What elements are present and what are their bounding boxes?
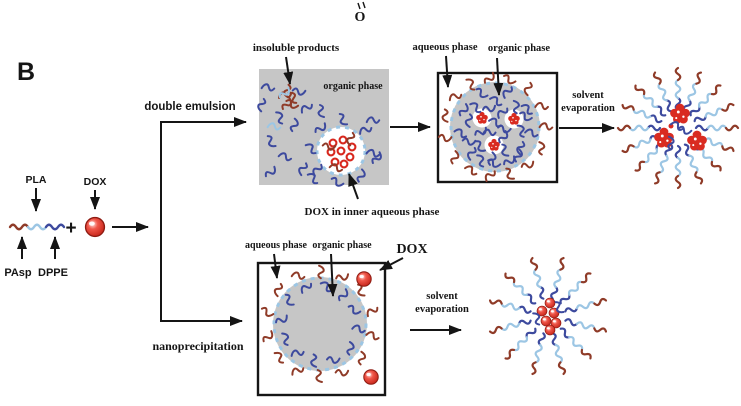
oxygen-atom-label: O	[355, 10, 366, 25]
dox-label-bottom: DOX	[396, 242, 427, 257]
organic-phase-pointer	[493, 57, 504, 96]
insoluble-products-label: insoluble products	[253, 42, 340, 54]
corona-chains	[488, 256, 608, 376]
double-bond-mark	[357, 2, 361, 10]
pasp-label: PAsp	[4, 267, 32, 279]
solvent-evaporation-bottom: solvent evaporation	[410, 291, 469, 335]
dox-pointer	[379, 257, 404, 271]
singlecore-nanoparticle	[488, 256, 608, 376]
chain-decor	[674, 144, 682, 190]
solvent-evaporation-top: solvent evaporation	[559, 90, 615, 133]
dox-inner-aqueous-label: DOX in inner aqueous phase	[305, 206, 440, 218]
chain-decor	[563, 297, 608, 315]
dox-core	[687, 131, 707, 151]
chain-decor	[563, 317, 608, 335]
inner-core	[474, 128, 511, 167]
aqueous-phase-box	[436, 71, 559, 184]
organic-phase-pointer	[327, 253, 338, 297]
chain-decor	[529, 331, 547, 376]
multicore-nanoparticle	[616, 66, 740, 190]
aqueous-phase-label-bottom: aqueous phase	[245, 240, 308, 251]
inner-core	[495, 99, 533, 139]
solvent-evaporation-line1: solvent	[572, 90, 604, 101]
double-bond-mark	[362, 1, 366, 9]
chain-decor	[549, 256, 567, 301]
solvent-evaporation-line1: solvent	[426, 291, 458, 302]
aqueous-phase-label-top: aqueous phase	[412, 42, 477, 53]
insoluble-products-pointer	[283, 56, 294, 85]
organic-phase-label: organic phase	[323, 81, 383, 92]
emulsion-organic-phase-box: organic phase	[255, 69, 389, 189]
chem-fragment: O	[355, 1, 366, 25]
chain-decor	[558, 326, 594, 362]
organic-phase-label-bottom: organic phase	[312, 240, 372, 251]
nanoprecipitation-box	[256, 261, 387, 397]
chain-decor	[694, 124, 740, 132]
dox-sphere	[84, 216, 106, 238]
inner-core	[463, 100, 503, 138]
dox-sphere	[363, 369, 379, 385]
dppe-label: DPPE	[38, 267, 68, 279]
dox-sphere	[356, 271, 372, 287]
dox-dot	[668, 123, 674, 129]
route-nanoprecipitation-label: nanoprecipitation	[152, 339, 243, 353]
chain-decor	[558, 270, 594, 306]
chain-decor	[549, 331, 567, 376]
plus-sign: +	[65, 218, 76, 239]
dox-label: DOX	[84, 176, 107, 188]
reactant-schematic: PLA DOX + PAsp DPPE	[4, 174, 149, 279]
panel-label: B	[17, 58, 35, 86]
chain-decor	[529, 256, 547, 301]
route-branch: double emulsion nanoprecipitation	[144, 101, 247, 353]
aqueous-phase-pointer	[442, 55, 453, 88]
aqueous-phase-pointer	[270, 253, 281, 279]
chain-decor	[502, 326, 538, 362]
solvent-evaporation-line2: evaporation	[415, 304, 469, 315]
chain-decor	[502, 270, 538, 306]
triblock-copolymer	[8, 223, 66, 231]
solvent-evaporation-line2: evaporation	[561, 103, 615, 114]
chain-decor	[488, 317, 533, 335]
chain-decor	[616, 124, 662, 132]
dppe-segment	[44, 223, 66, 231]
dox-inner-pointer	[348, 173, 359, 200]
route-double-emulsion-label: double emulsion	[144, 101, 235, 113]
chain-decor	[488, 297, 533, 315]
dox-core-cluster	[536, 297, 562, 336]
organic-phase-label-top: organic phase	[488, 43, 550, 54]
pla-segment	[26, 223, 48, 231]
pasp-segment	[8, 223, 30, 231]
organic-droplet	[273, 277, 367, 371]
pla-label: PLA	[26, 174, 47, 186]
